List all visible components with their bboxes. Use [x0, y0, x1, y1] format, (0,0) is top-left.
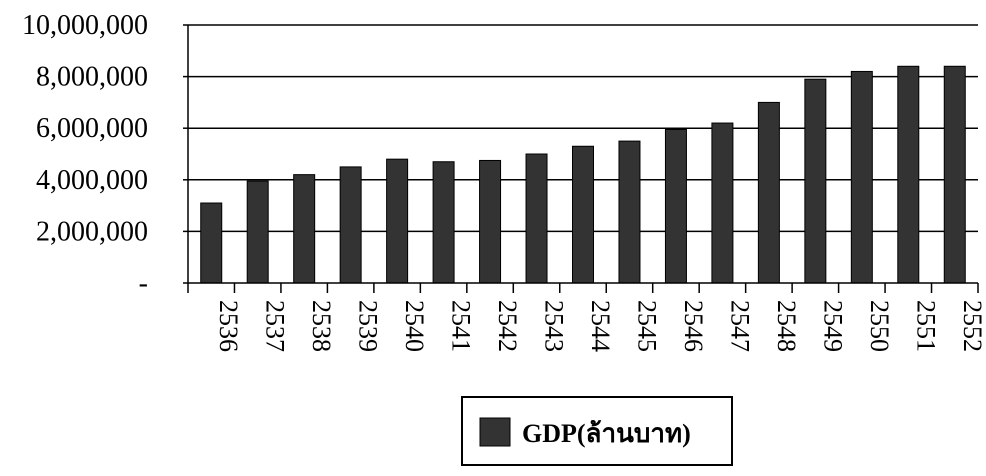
y-tick-label: - — [139, 268, 148, 299]
bar-2548 — [757, 101, 780, 284]
bar-2541 — [432, 161, 455, 284]
x-tick-label: 2539 — [354, 300, 383, 352]
legend: GDP(ล้านบาท) — [461, 396, 733, 466]
y-tick-label: 4,000,000 — [36, 165, 148, 196]
x-tick-label: 2542 — [493, 300, 522, 352]
gridlines — [188, 24, 978, 233]
x-tick-label: 2546 — [679, 300, 708, 352]
x-tick-label: 2548 — [772, 300, 801, 352]
bar-2545 — [618, 140, 641, 284]
x-tick-label: 2540 — [400, 300, 429, 352]
x-tick-label: 2537 — [261, 300, 290, 352]
y-tick-label: 10,000,000 — [22, 10, 148, 41]
x-tick-label: 2552 — [958, 300, 986, 352]
bar-2536 — [200, 202, 223, 284]
axes — [183, 24, 979, 293]
bar-2544 — [572, 145, 594, 284]
x-tick-label: 2538 — [307, 300, 336, 352]
bar-2539 — [339, 166, 362, 284]
legend-label: GDP(ล้านบาท) — [522, 419, 691, 448]
x-tick-label: 2551 — [911, 300, 940, 352]
x-tick-label: 2536 — [214, 300, 243, 352]
y-tick-label: 8,000,000 — [36, 62, 148, 93]
bar-2537 — [246, 180, 269, 284]
bar-2550 — [850, 70, 873, 284]
x-tick-label: 2547 — [725, 300, 754, 352]
y-tick-label: 2,000,000 — [36, 216, 148, 247]
x-tick-labels: 2536 2537 2538 2539 2540 2541 2542 2543 2544 2545… — [214, 300, 986, 352]
x-tick-label: 2541 — [447, 300, 476, 352]
x-tick-label: 2544 — [586, 300, 615, 352]
bar-2547 — [711, 122, 734, 284]
x-tick-label: 2545 — [632, 300, 661, 352]
bar-2549 — [804, 78, 827, 284]
legend-swatch — [479, 417, 511, 447]
x-tick-label: 2549 — [818, 300, 847, 352]
x-tick-label: 2543 — [540, 300, 569, 352]
bars — [200, 65, 966, 284]
bar-2540 — [386, 158, 409, 284]
bar-2551 — [897, 65, 920, 284]
y-tick-labels: - 2,000,000 4,000,000 6,000,000 8,000,000 10,… — [22, 10, 148, 299]
bar-2538 — [293, 174, 316, 284]
bar-2546 — [664, 128, 687, 284]
bar-2542 — [479, 159, 502, 284]
y-tick-label: 6,000,000 — [36, 113, 148, 144]
bar-2552 — [943, 65, 966, 284]
x-tick-label: 2550 — [865, 300, 894, 352]
bar-2543 — [525, 153, 548, 284]
